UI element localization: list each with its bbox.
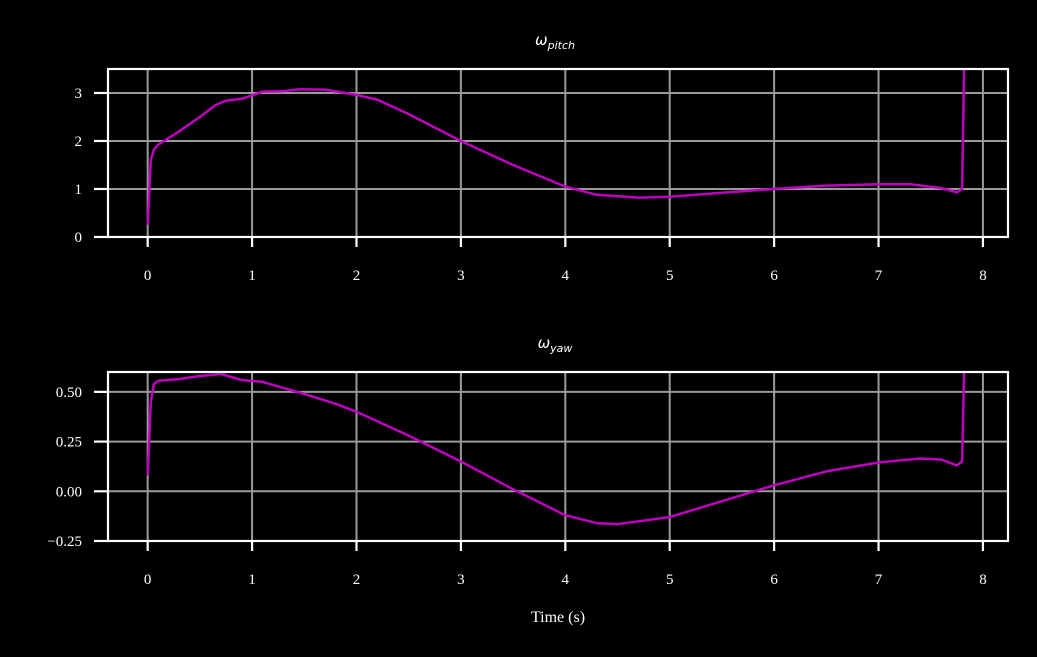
pitch-ticks: 0 1 2 3 4 5 6 7 8 0 1 2 3 — [75, 86, 987, 284]
x-axis-label: Time (s) — [531, 609, 585, 626]
yaw-ticks: 0 1 2 3 4 5 6 7 8 −0.25 0.00 0.25 0.50 — [47, 385, 986, 588]
y-tick-label: 0.25 — [56, 435, 82, 451]
y-tick-label: 1 — [75, 182, 83, 198]
x-tick-label: 7 — [875, 268, 883, 284]
pitch-subplot: 0 1 2 3 4 5 6 7 8 0 1 2 3 ωpitch — [75, 31, 1010, 284]
yaw-grid — [108, 372, 1008, 542]
yaw-subplot: 0 1 2 3 4 5 6 7 8 −0.25 0.00 0.25 0.50 ωyaw — [47, 334, 1010, 588]
x-tick-label: 3 — [457, 268, 465, 284]
x-tick-label: 0 — [144, 268, 152, 284]
pitch-axes-frame — [106, 67, 1010, 239]
x-tick-label: 2 — [353, 572, 361, 588]
y-tick-label: 0.50 — [56, 385, 82, 401]
yaw-line — [146, 371, 966, 526]
yaw-title: ωyaw — [538, 334, 573, 355]
x-tick-label: 1 — [248, 268, 256, 284]
x-tick-label: 1 — [248, 572, 256, 588]
x-tick-label: 6 — [770, 268, 778, 284]
x-tick-label: 8 — [979, 572, 987, 588]
x-tick-label: 4 — [562, 268, 570, 284]
x-tick-label: 6 — [770, 572, 778, 588]
x-tick-label: 5 — [666, 268, 674, 284]
x-tick-label: 4 — [562, 572, 570, 588]
x-tick-label: 0 — [144, 572, 152, 588]
y-tick-label: 2 — [75, 134, 83, 150]
x-tick-label: 3 — [457, 572, 465, 588]
x-tick-label: 8 — [979, 268, 987, 284]
pitch-grid — [108, 69, 1008, 238]
y-tick-label: −0.25 — [47, 534, 82, 550]
x-tick-label: 7 — [875, 572, 883, 588]
x-tick-label: 5 — [666, 572, 674, 588]
y-tick-label: 3 — [75, 86, 83, 102]
y-tick-label: 0 — [75, 230, 83, 246]
pitch-title: ωpitch — [535, 31, 575, 52]
yaw-axes-frame — [106, 370, 1010, 543]
pitch-line — [146, 68, 966, 226]
y-tick-label: 0.00 — [56, 484, 82, 500]
x-tick-label: 2 — [353, 268, 361, 284]
